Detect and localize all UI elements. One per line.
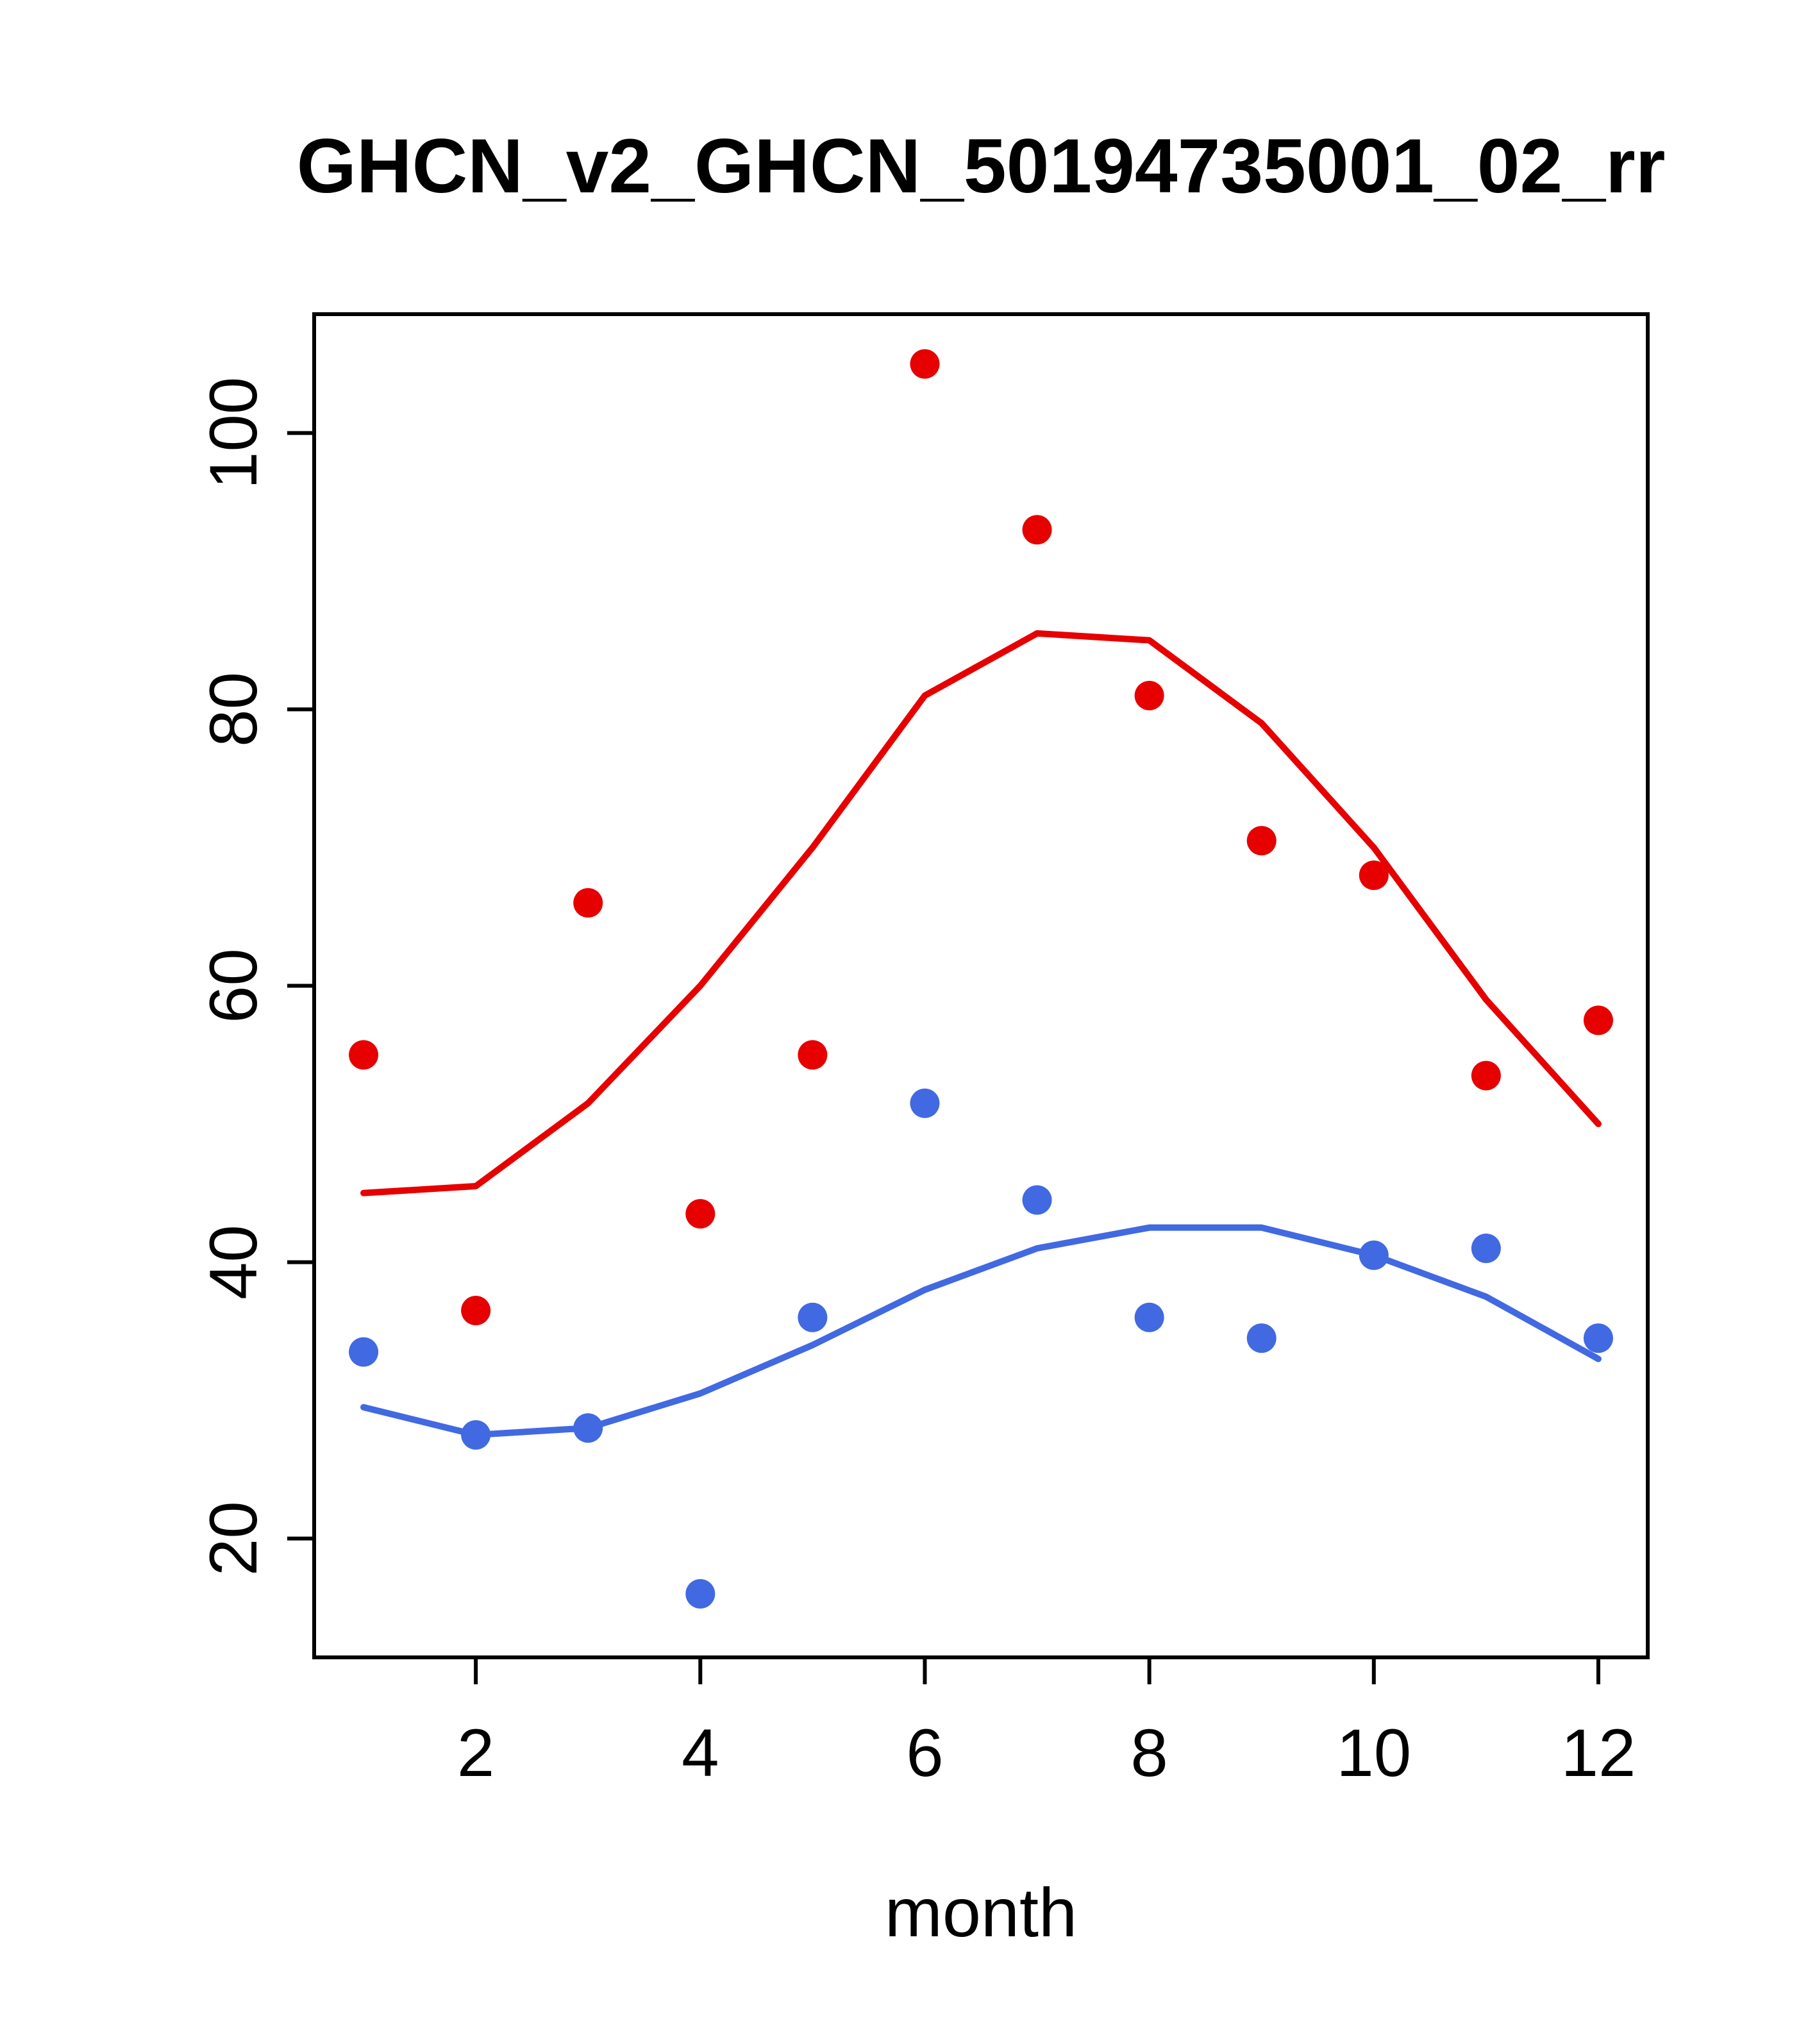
x-axis-label: month [885, 1873, 1077, 1951]
y-tick-label: 80 [196, 672, 271, 747]
red-points-point [349, 1040, 379, 1070]
red-points-point [1022, 515, 1052, 545]
blue-points-point [349, 1337, 379, 1367]
x-tick-label: 10 [1336, 1716, 1411, 1791]
blue-points-point [1022, 1185, 1052, 1215]
blue-points-point [1246, 1323, 1277, 1353]
blue-points-point [1583, 1323, 1613, 1353]
blue-points-point [573, 1413, 603, 1443]
blue-points-point [685, 1579, 716, 1609]
red-points-point [573, 888, 603, 918]
blue-points-point [461, 1420, 491, 1450]
red-points-point [798, 1040, 828, 1070]
red-line [360, 630, 1602, 1196]
x-tick-label: 2 [457, 1716, 494, 1791]
y-tick-label: 60 [196, 948, 271, 1023]
plot-area: 2 4 6 8 10 12 20 40 60 80 100 [196, 312, 1650, 1791]
red-points-point [1134, 680, 1164, 710]
y-tick-label: 100 [196, 377, 271, 489]
red-points-point [910, 349, 940, 379]
red-points-point [685, 1199, 716, 1229]
plot-title: GHCN_v2_GHCN_50194735001_02_rr [297, 123, 1666, 209]
y-tick-label: 40 [196, 1225, 271, 1300]
blue-points-point [1471, 1234, 1501, 1264]
plot-border [312, 312, 1650, 1659]
blue-points-point [798, 1302, 828, 1332]
blue-points-point [1359, 1240, 1389, 1270]
y-tick-label: 20 [196, 1501, 271, 1576]
x-tick-label: 8 [1130, 1716, 1168, 1791]
red-points-point [1583, 1005, 1613, 1035]
x-tick-label: 12 [1561, 1716, 1636, 1791]
red-points-point [1471, 1060, 1501, 1091]
blue-line [360, 1224, 1602, 1438]
blue-points-point [910, 1088, 940, 1118]
blue-points-point [1134, 1302, 1164, 1332]
red-points-point [1359, 860, 1389, 891]
x-tick-label: 6 [906, 1716, 943, 1791]
red-points-point [461, 1296, 491, 1326]
x-tick-label: 4 [682, 1716, 719, 1791]
red-points-point [1246, 826, 1277, 856]
